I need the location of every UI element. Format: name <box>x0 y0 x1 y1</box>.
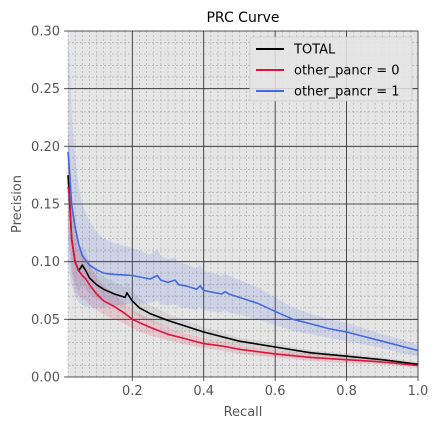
series-lines <box>67 152 419 367</box>
x-tick-label: 1.0 <box>408 384 429 399</box>
y-tick-label: 0.05 <box>31 313 60 328</box>
chart-title: PRC Curve <box>206 10 279 26</box>
x-tick-label: 0.8 <box>336 384 357 399</box>
band-other-pancr-1 <box>68 31 418 357</box>
y-axis-label: Precision <box>10 175 25 233</box>
y-tick-label: 0.10 <box>31 255 60 270</box>
legend-box <box>249 36 413 102</box>
x-tick-label: 0.6 <box>265 384 286 399</box>
y-tick-label: 0.15 <box>31 198 60 213</box>
x-axis-label: Recall <box>224 405 263 420</box>
series-line-other-pancr-0 <box>67 186 419 367</box>
y-tick-label: 0.20 <box>31 140 60 155</box>
major-grid <box>68 30 419 378</box>
legend-entry-label: other_pancr = 0 <box>294 64 400 79</box>
confidence-bands <box>68 31 418 368</box>
y-tick-label: 0.25 <box>31 82 60 97</box>
legend: TOTAL other_pancr = 0 other_pancr = 1 <box>249 36 413 102</box>
axis-ticks: 0.2 0.4 0.6 0.8 1.0 0.00 0.05 0.10 0.15 0.20 0.25 0… <box>31 25 428 400</box>
series-line-other-pancr-1 <box>67 152 419 352</box>
x-tick-label: 0.2 <box>122 384 143 399</box>
y-tick-label: 0.00 <box>31 371 60 386</box>
legend-entry-label: TOTAL <box>293 43 336 58</box>
band-total <box>68 134 418 367</box>
series-line-total <box>67 175 419 366</box>
x-tick-label: 0.4 <box>193 384 214 399</box>
y-tick-label: 0.30 <box>31 25 60 40</box>
legend-entry-label: other_pancr = 1 <box>294 85 400 100</box>
